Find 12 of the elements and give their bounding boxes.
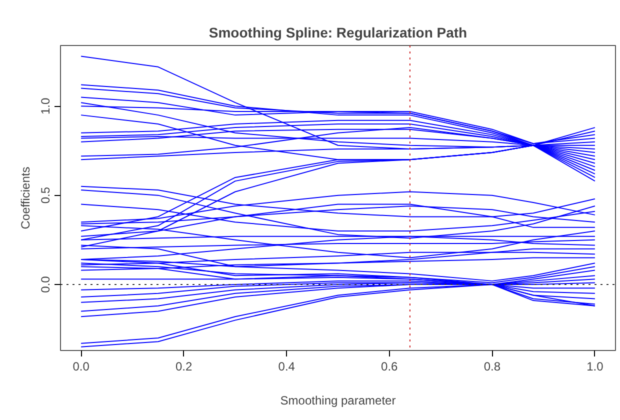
x-tick-label: 0.2 bbox=[175, 360, 192, 374]
x-tick-label: 1.0 bbox=[586, 360, 604, 374]
x-tick-label: 0.4 bbox=[278, 360, 296, 374]
y-axis-title: Coefficients bbox=[18, 166, 32, 230]
x-tick-label: 0.6 bbox=[381, 360, 398, 374]
y-tick-label: 0.0 bbox=[38, 276, 52, 293]
y-tick-label: 0.5 bbox=[38, 186, 52, 204]
x-tick-label: 0.8 bbox=[484, 360, 501, 374]
chart-title: Smoothing Spline: Regularization Path bbox=[208, 24, 468, 40]
y-tick-label: 1.0 bbox=[38, 97, 52, 114]
x-tick-label: 0.0 bbox=[72, 360, 90, 374]
x-axis-title: Smoothing parameter bbox=[280, 394, 396, 408]
